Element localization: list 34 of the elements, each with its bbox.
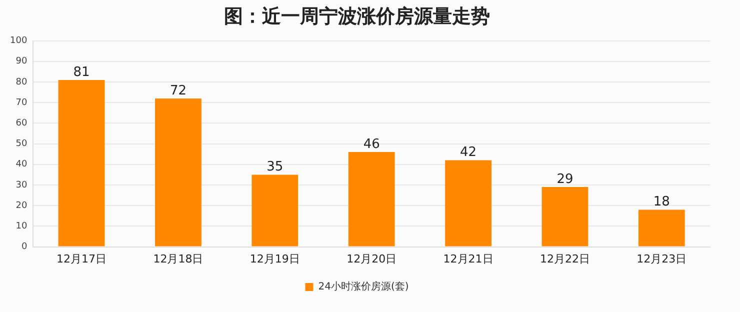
y-tick-label: 100 (10, 36, 28, 46)
data-label: 81 (73, 64, 90, 80)
bar (155, 98, 202, 246)
legend-label: 24小时涨价房源(套) (318, 280, 409, 293)
bar (638, 210, 685, 246)
data-label: 29 (556, 172, 574, 187)
x-tick-label: 12月17日 (56, 252, 107, 266)
data-label: 72 (170, 83, 186, 98)
x-tick-label: 12月19日 (250, 252, 300, 266)
x-tick-label: 12月21日 (443, 252, 494, 266)
x-tick-label: 12月20日 (346, 252, 397, 266)
bar (58, 80, 105, 246)
x-tick-label: 12月23日 (636, 252, 687, 266)
bar (252, 174, 298, 246)
bar (445, 160, 492, 246)
y-tick-label: 10 (16, 222, 28, 232)
data-label: 35 (266, 160, 284, 175)
y-tick-label: 40 (16, 160, 28, 170)
data-label: 46 (363, 136, 380, 152)
x-tick-label: 12月22日 (540, 252, 590, 266)
y-tick-label: 80 (16, 77, 28, 88)
y-tick-label: 30 (16, 180, 28, 190)
y-tick-label: 70 (16, 98, 28, 108)
bar (542, 187, 588, 246)
y-tick-label: 0 (21, 242, 28, 252)
y-tick-label: 50 (16, 139, 28, 150)
chart-title: 图：近一周宁波涨价房源量走势 (224, 5, 490, 28)
data-label: 18 (653, 194, 670, 210)
y-tick-label: 20 (16, 200, 28, 211)
data-label: 42 (460, 145, 477, 160)
bar (348, 152, 395, 246)
y-tick-label: 60 (16, 118, 28, 129)
x-tick-label: 12月18日 (153, 252, 204, 266)
y-tick-label: 90 (16, 56, 28, 67)
